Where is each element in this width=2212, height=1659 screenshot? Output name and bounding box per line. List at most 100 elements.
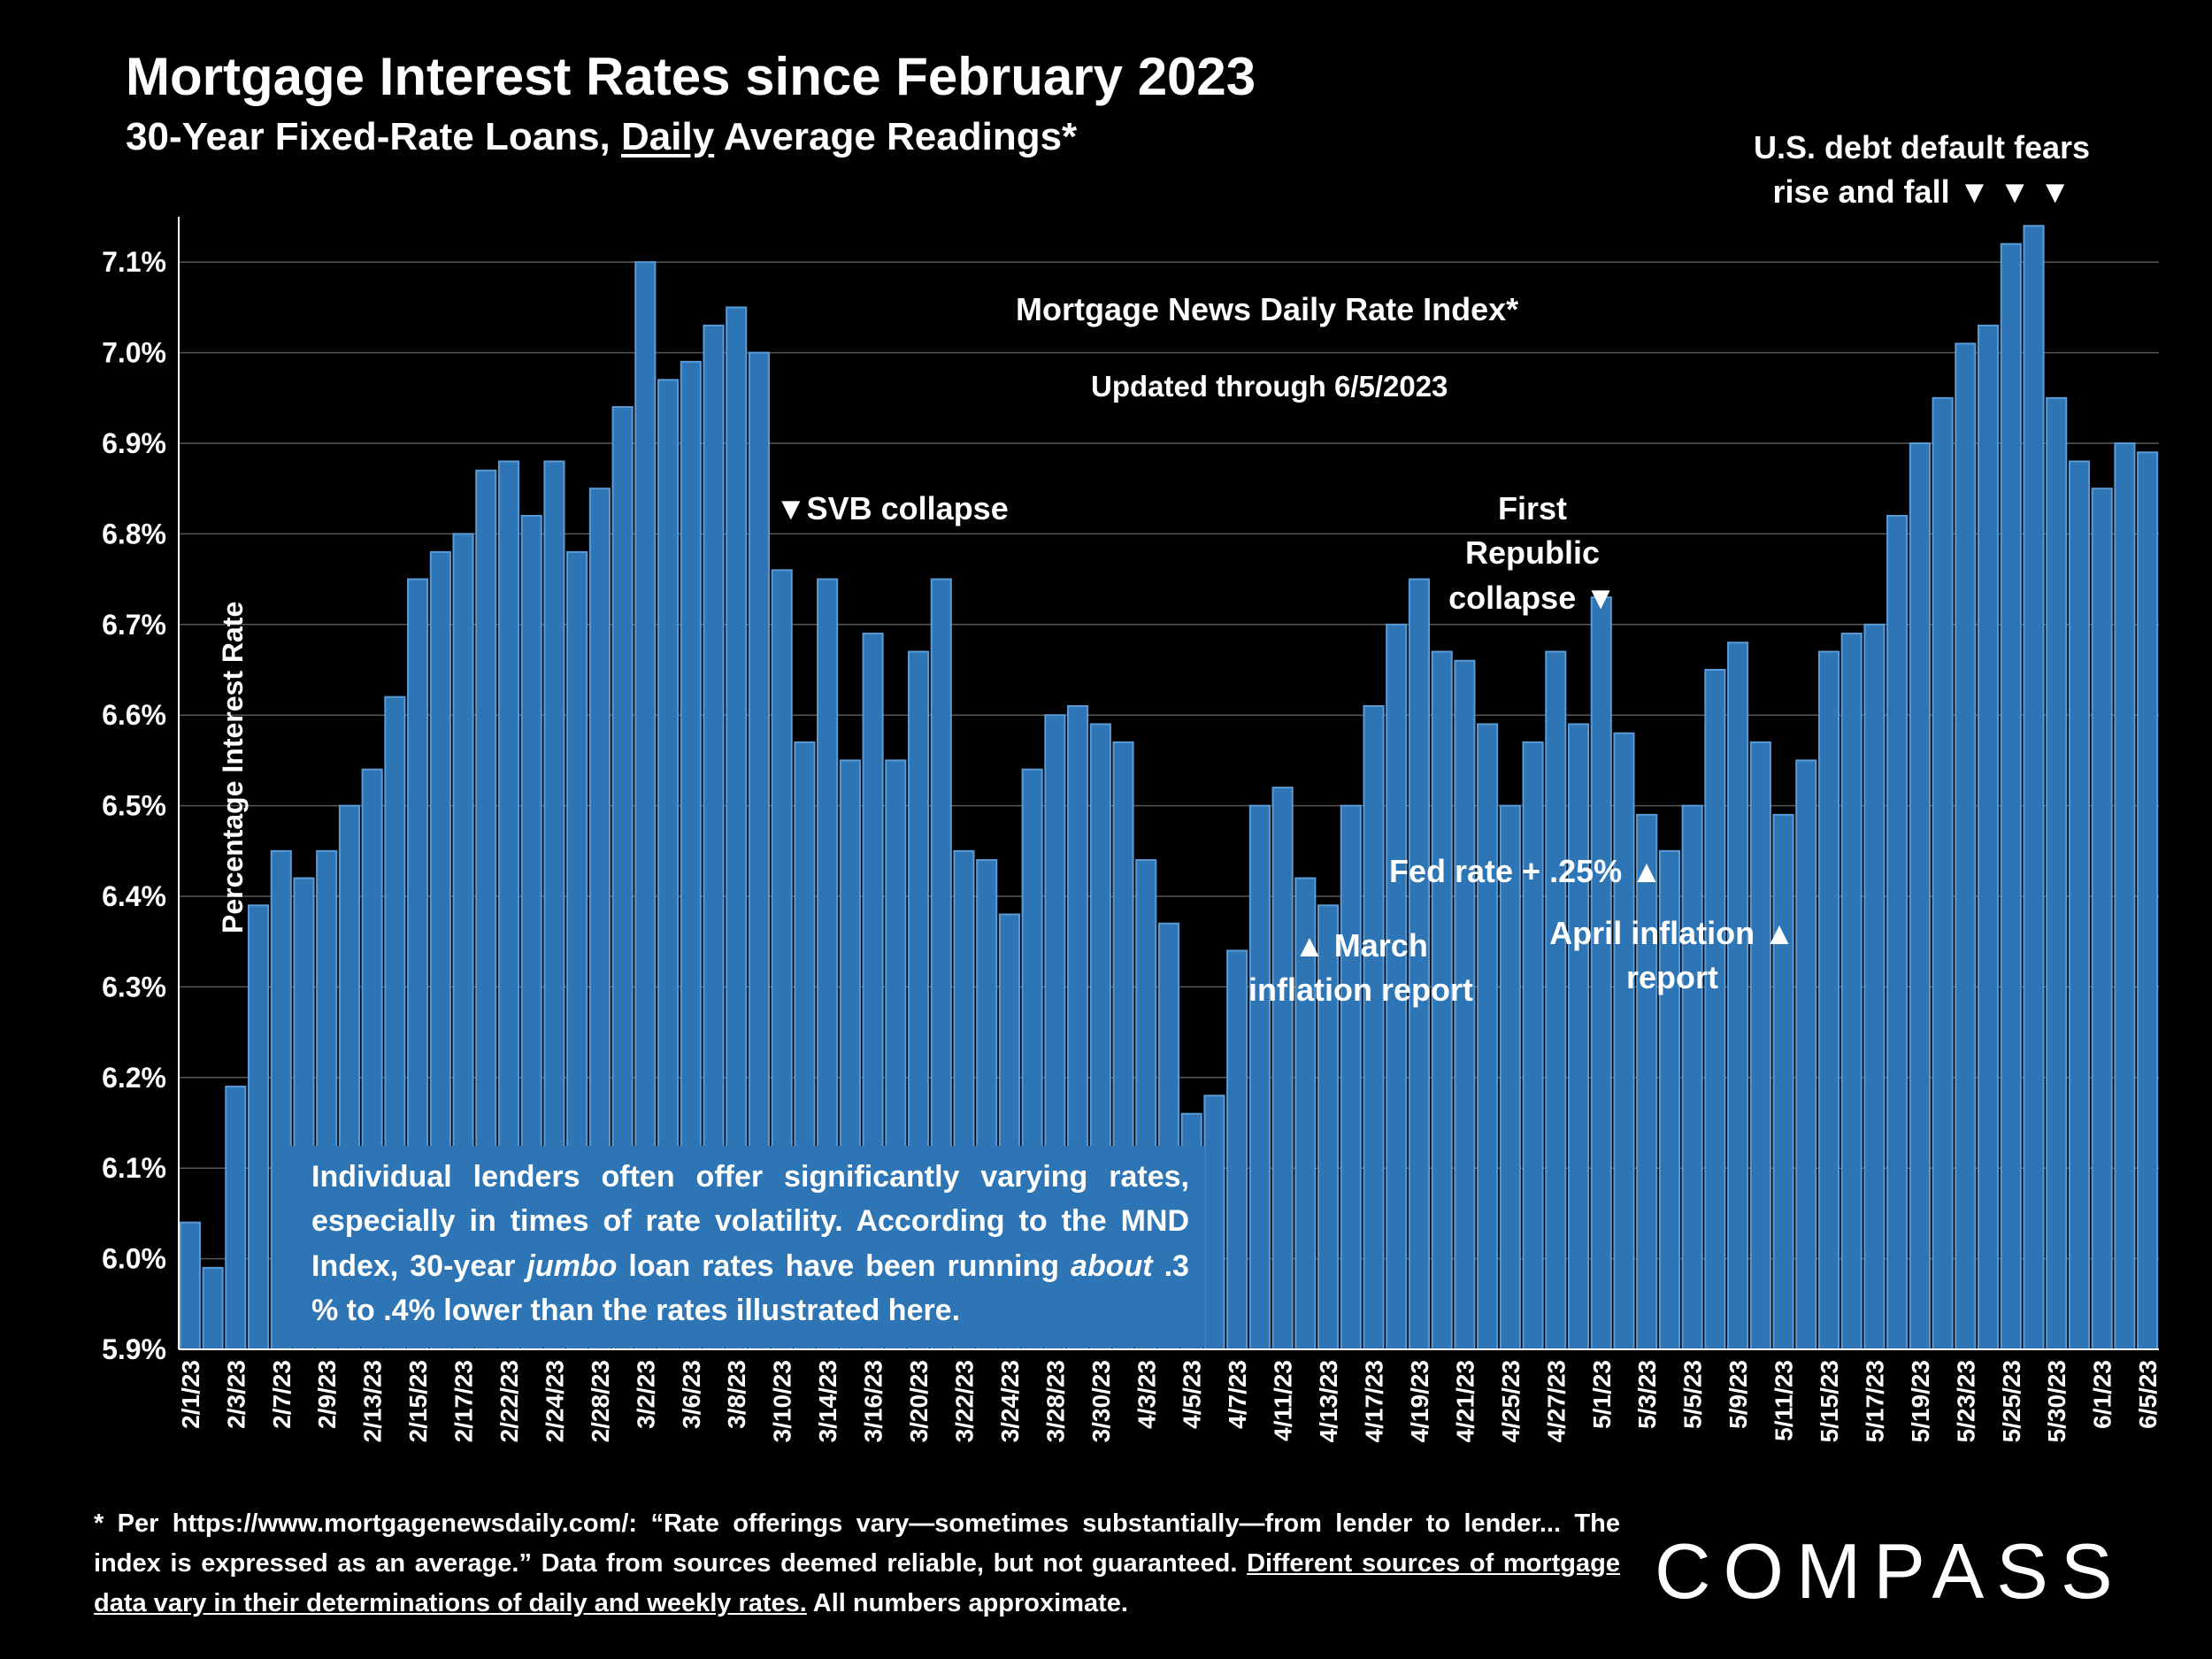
bar: [1886, 514, 1909, 1350]
y-tick-label: 6.7%: [102, 609, 166, 641]
bar: [1817, 650, 1840, 1350]
bar: [202, 1266, 224, 1350]
bar: [1704, 669, 1726, 1350]
x-tick-label: 4/19/23: [1406, 1360, 1433, 1442]
bar: [1248, 804, 1271, 1350]
fed-rate-annotation: Fed rate + .25% ▲: [1389, 853, 1663, 889]
bar: [2023, 225, 2045, 1351]
x-tick-label: 5/30/23: [2043, 1360, 2070, 1442]
x-tick-label: 3/2/23: [632, 1360, 659, 1429]
x-tick-label: 2/1/23: [177, 1360, 204, 1429]
x-tick-label: 3/30/23: [1087, 1360, 1115, 1442]
y-tick-label: 6.6%: [102, 699, 166, 731]
jumbo-loan-note: Individual lenders often offer significa…: [285, 1146, 1205, 1348]
bar: [1613, 732, 1635, 1350]
x-tick-label: 5/25/23: [1998, 1360, 2025, 1442]
x-tick-label: 4/7/23: [1224, 1360, 1251, 1429]
bar: [247, 904, 270, 1350]
x-tick-label: 3/8/23: [723, 1360, 750, 1429]
x-tick-label: 2/24/23: [541, 1360, 568, 1442]
april-line1: April inflation ▲: [1549, 915, 1795, 951]
chart-subtitle: 30-Year Fixed-Rate Loans, Daily Average …: [126, 115, 1077, 160]
y-tick-label: 7.1%: [102, 246, 166, 278]
x-tick-label: 3/14/23: [814, 1360, 841, 1442]
subtitle-prefix: 30-Year Fixed-Rate Loans,: [126, 115, 621, 158]
x-tick-label: 3/20/23: [905, 1360, 933, 1442]
note-italic-jumbo: jumbo: [526, 1248, 618, 1283]
bar: [1271, 787, 1294, 1350]
y-tick-label: 6.1%: [102, 1152, 166, 1184]
x-tick-label: 5/23/23: [1952, 1360, 1979, 1442]
x-tick-label: 2/13/23: [359, 1360, 387, 1442]
footnote-text: * Per https://www.mortgagenewsdaily.com/…: [94, 1509, 1620, 1578]
bar: [1795, 759, 1817, 1350]
bar: [2114, 442, 2136, 1350]
x-tick-label: 2/15/23: [404, 1360, 432, 1442]
march-inflation-annotation: ▲ March inflation report: [1237, 924, 1485, 1013]
note-part1: Individual lenders often offer significa…: [311, 1160, 1189, 1283]
x-tick-label: 4/17/23: [1361, 1360, 1388, 1442]
y-tick-label: 6.4%: [102, 880, 166, 912]
x-tick-label: 5/15/23: [1816, 1360, 1843, 1442]
bar: [1203, 1094, 1225, 1351]
x-tick-label: 4/3/23: [1133, 1360, 1160, 1429]
bar: [1772, 813, 1794, 1350]
bar: [225, 1086, 247, 1351]
bar: [1955, 342, 1977, 1350]
x-tick-label: 4/13/23: [1315, 1360, 1342, 1442]
compass-logo: COMPASS: [1655, 1527, 2125, 1615]
march-line1: ▲ March: [1294, 927, 1428, 964]
bar: [1863, 623, 1886, 1350]
x-tick-label: 4/5/23: [1179, 1360, 1206, 1429]
x-tick-label: 3/10/23: [769, 1360, 796, 1442]
first-republic-annotation: First Republic collapse ▼: [1426, 487, 1639, 620]
note-italic-about: about: [1071, 1248, 1153, 1283]
march-line2: inflation report: [1248, 972, 1473, 1009]
bar: [1522, 741, 1544, 1350]
april-line2: report: [1625, 959, 1718, 996]
bar: [1477, 723, 1499, 1350]
x-tick-label: 3/22/23: [951, 1360, 979, 1442]
x-tick-label: 2/22/23: [495, 1360, 523, 1442]
y-axis-title: Percentage Interest Rate: [217, 601, 249, 933]
bar: [1932, 396, 1954, 1350]
bar: [1840, 633, 1863, 1350]
x-tick-label: 5/11/23: [1770, 1360, 1798, 1441]
bar: [1363, 704, 1385, 1350]
x-tick-label: 3/6/23: [678, 1360, 705, 1429]
x-tick-label: 5/3/23: [1633, 1360, 1661, 1429]
y-tick-label: 6.5%: [102, 790, 166, 822]
x-tick-label: 6/5/23: [2134, 1360, 2162, 1429]
note-part3: .3 % to .4% lower than the rates illustr…: [311, 1248, 1189, 1327]
x-tick-label: 5/1/23: [1588, 1360, 1616, 1429]
first-republic-line2: collapse ▼: [1448, 579, 1617, 616]
x-tick-label: 2/7/23: [268, 1360, 296, 1429]
chart-title: Mortgage Interest Rates since February 2…: [126, 47, 1256, 106]
x-tick-label: 6/1/23: [2089, 1360, 2116, 1429]
bar: [2068, 460, 2091, 1350]
y-tick-label: 5.9%: [102, 1333, 166, 1365]
x-tick-label: 5/19/23: [1907, 1360, 1934, 1442]
footnote-tail: All numbers approximate.: [806, 1588, 1128, 1617]
bar: [2137, 451, 2159, 1350]
x-tick-label: 2/3/23: [222, 1360, 250, 1429]
x-tick-label: 5/9/23: [1724, 1360, 1752, 1429]
svb-annotation: ▼SVB collapse: [775, 490, 1009, 526]
x-tick-label: 4/21/23: [1451, 1360, 1479, 1442]
x-tick-label: 3/16/23: [860, 1360, 887, 1442]
bar: [1978, 324, 2000, 1350]
y-axis-ticks: 5.9% 6.0% 6.1% 6.2% 6.3% 6.4% 6.5% 6.6% 6.7% 6.8%…: [102, 246, 166, 1365]
subtitle-suffix: Average Readings*: [714, 115, 1078, 158]
bar: [1636, 813, 1658, 1350]
bar: [2046, 396, 2068, 1350]
x-axis-ticks: 2/1/23 2/3/23 2/7/23 2/9/23 2/13/23 2/15/23 2/…: [177, 1360, 2162, 1442]
y-tick-label: 6.0%: [102, 1243, 166, 1275]
y-tick-label: 6.8%: [102, 518, 166, 549]
y-tick-label: 7.0%: [102, 337, 166, 369]
x-tick-label: 5/5/23: [1679, 1360, 1707, 1429]
bar: [1567, 723, 1590, 1350]
bar: [2091, 488, 2113, 1350]
bar: [1340, 804, 1362, 1350]
y-tick-label: 6.3%: [102, 971, 166, 1002]
